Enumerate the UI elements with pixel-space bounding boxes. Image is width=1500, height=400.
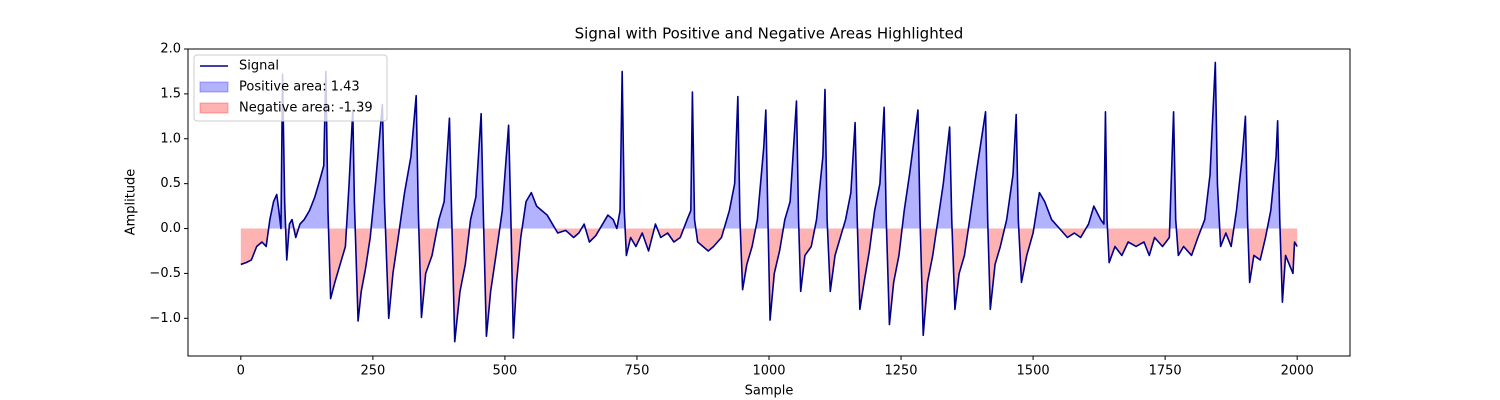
- x-tick-label: 2000: [1281, 364, 1314, 379]
- legend-label: Signal: [239, 59, 279, 74]
- x-tick-label: 1250: [884, 364, 917, 379]
- x-axis-label: Sample: [745, 384, 794, 399]
- legend: Signal Positive area: 1.43 Negative area: …: [193, 54, 388, 122]
- x-tick-label: 250: [360, 364, 385, 379]
- y-axis-label: Amplitude: [124, 169, 139, 236]
- y-tick-label: −1.0: [149, 311, 181, 326]
- legend-box: [193, 54, 388, 122]
- y-tick-label: −0.5: [149, 266, 181, 281]
- x-tick-label: 0: [237, 364, 245, 379]
- chart-title: Signal with Positive and Negative Areas …: [575, 25, 964, 43]
- area-fill: [240, 62, 1298, 229]
- x-tick-label: 1750: [1149, 364, 1182, 379]
- x-tick-label: 1000: [752, 364, 785, 379]
- y-tick-label: 1.5: [160, 86, 181, 101]
- y-tick-label: 2.0: [160, 42, 181, 57]
- legend-label: Negative area: -1.39: [239, 101, 373, 116]
- legend-swatch: [199, 81, 229, 93]
- y-tick-label: 0.0: [160, 221, 181, 236]
- signal-line: [240, 61, 1298, 343]
- y-tick-label: 0.5: [160, 176, 181, 191]
- legend-swatch: [199, 102, 229, 114]
- x-tick-label: 750: [625, 364, 650, 379]
- x-tick-label: 1500: [1017, 364, 1050, 379]
- legend-label: Positive area: 1.43: [239, 80, 360, 95]
- y-tick-label: 1.0: [160, 131, 181, 146]
- x-tick-label: 500: [492, 364, 517, 379]
